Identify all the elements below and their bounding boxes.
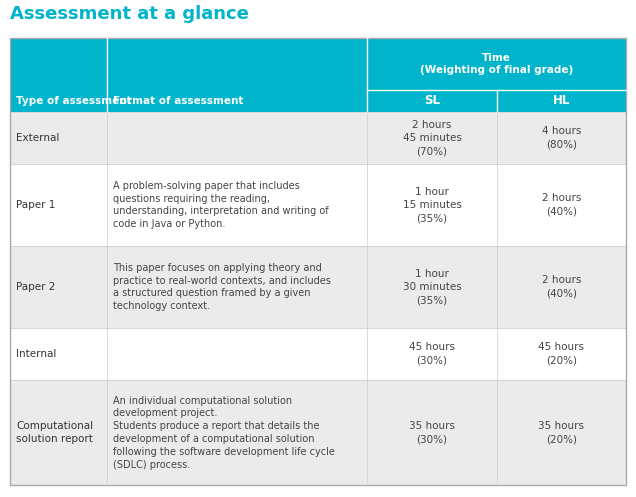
Text: An individual computational solution
development project.
Students produce a rep: An individual computational solution dev… <box>113 396 335 470</box>
Bar <box>10 246 626 328</box>
Text: 35 hours
(30%): 35 hours (30%) <box>409 421 455 444</box>
Text: Internal: Internal <box>16 349 57 359</box>
Text: Paper 1: Paper 1 <box>16 200 55 210</box>
Bar <box>10 380 626 485</box>
Text: This paper focuses on applying theory and
practice to real-world contexts, and i: This paper focuses on applying theory an… <box>113 263 331 311</box>
Text: 2 hours
(40%): 2 hours (40%) <box>542 193 581 217</box>
Text: 45 hours
(30%): 45 hours (30%) <box>409 342 455 366</box>
Text: 2 hours
45 minutes
(70%): 2 hours 45 minutes (70%) <box>403 120 461 156</box>
Text: Format of assessment: Format of assessment <box>113 96 244 106</box>
Text: 1 hour
15 minutes
(35%): 1 hour 15 minutes (35%) <box>403 187 461 223</box>
Text: 2 hours
(40%): 2 hours (40%) <box>542 275 581 299</box>
Text: 35 hours
(20%): 35 hours (20%) <box>538 421 584 444</box>
Bar <box>10 164 626 246</box>
Text: Time
(Weighting of final grade): Time (Weighting of final grade) <box>420 53 573 76</box>
Text: Type of assessment: Type of assessment <box>16 96 132 106</box>
Text: HL: HL <box>553 94 570 107</box>
Text: 1 hour
30 minutes
(35%): 1 hour 30 minutes (35%) <box>403 269 461 305</box>
Text: Paper 2: Paper 2 <box>16 282 55 292</box>
Text: SL: SL <box>424 94 440 107</box>
Bar <box>10 38 626 485</box>
Text: Assessment at a glance: Assessment at a glance <box>10 5 249 23</box>
Bar <box>10 38 626 112</box>
Text: A problem-solving paper that includes
questions requiring the reading,
understan: A problem-solving paper that includes qu… <box>113 181 329 229</box>
Text: 45 hours
(20%): 45 hours (20%) <box>538 342 584 366</box>
Text: Computational
solution report: Computational solution report <box>16 421 93 444</box>
Text: External: External <box>16 133 59 143</box>
Text: 4 hours
(80%): 4 hours (80%) <box>542 126 581 150</box>
Bar <box>10 112 626 164</box>
Bar <box>10 328 626 380</box>
